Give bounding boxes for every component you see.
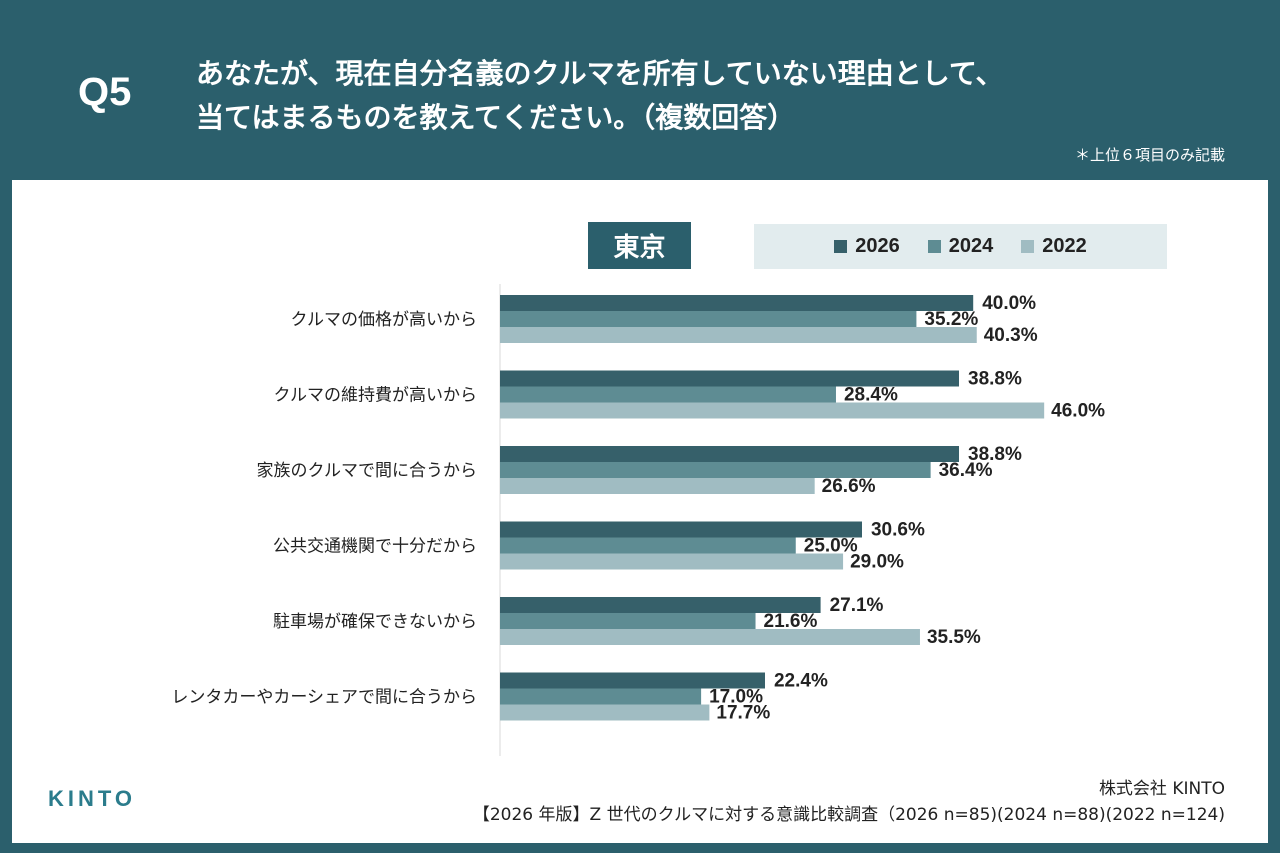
bar-2024: [500, 462, 931, 478]
data-label-2024: 25.0%: [804, 536, 858, 557]
data-label-2026: 30.6%: [871, 520, 925, 541]
legend-swatch-2026: [834, 240, 848, 253]
data-label-2024: 36.4%: [939, 460, 993, 481]
legend-item-2024: 2024: [927, 235, 994, 258]
bar-2026: [500, 295, 974, 311]
question-text: あなたが、現在自分名義のクルマを所有していない理由として、 当てはまるものを教え…: [196, 52, 1004, 140]
bar-2022: [500, 629, 920, 645]
bar-2022: [500, 553, 844, 570]
question-line-2: 当てはまるものを教えてください。（複数回答）: [196, 101, 796, 134]
category-label: 駐車場が確保できないから: [273, 612, 477, 632]
data-label-2024: 21.6%: [764, 611, 818, 632]
category-label: クルマの価格が高いから: [291, 310, 478, 330]
legend-item-2022: 2022: [1021, 235, 1087, 258]
city-label: 東京: [588, 222, 691, 269]
bar-2022: [500, 704, 710, 721]
bar-2022: [500, 327, 977, 343]
bar-2026: [500, 672, 765, 689]
note-text: ＊上位６項目のみ記載: [1074, 146, 1225, 164]
company-name: 株式会社 KINTO: [1098, 779, 1225, 799]
bar-2026: [500, 370, 960, 387]
data-label-2022: 17.7%: [716, 703, 770, 724]
legend-label-2024: 2024: [948, 235, 994, 257]
data-label-2026: 27.1%: [830, 595, 884, 616]
data-label-2022: 40.3%: [984, 325, 1038, 346]
legend-label-2026: 2026: [855, 235, 900, 257]
category-label: 公共交通機関で十分だから: [273, 537, 477, 557]
legend-label-2022: 2022: [1042, 235, 1087, 257]
bar-2026: [500, 446, 960, 462]
bar-2026: [500, 521, 862, 538]
data-label-2022: 35.5%: [927, 627, 981, 648]
bar-2024: [500, 613, 756, 629]
category-label: レンタカーやカーシェアで間に合うから: [171, 688, 477, 708]
data-label-2022: 46.0%: [1051, 401, 1105, 422]
bar-2024: [500, 688, 702, 705]
question-line-1: あなたが、現在自分名義のクルマを所有していない理由として、: [196, 57, 1004, 90]
data-label-2026: 22.4%: [774, 671, 828, 692]
data-label-2026: 38.8%: [968, 369, 1022, 390]
chart-panel: [12, 180, 1268, 843]
data-label-2024: 28.4%: [844, 385, 898, 406]
bar-2024: [500, 311, 917, 327]
legend-item-2026: 2026: [834, 235, 900, 258]
question-number: Q5: [78, 70, 132, 114]
bar-2024: [500, 386, 836, 403]
category-label: 家族のクルマで間に合うから: [257, 461, 478, 481]
data-label-2026: 40.0%: [982, 293, 1036, 314]
data-label-2024: 35.2%: [924, 309, 978, 330]
category-label: クルマの維持費が高いから: [274, 386, 478, 406]
header-banner: Q5 あなたが、現在自分名義のクルマを所有していない理由として、 当てはまるもの…: [0, 0, 1280, 180]
data-label-2024: 17.0%: [709, 687, 763, 708]
data-label-2022: 26.6%: [822, 476, 876, 497]
source-note: 【2026 年版】Z 世代のクルマに対する意識比較調査（2026 n=85)(2…: [472, 805, 1225, 825]
data-label-2022: 29.0%: [850, 552, 904, 573]
bar-2022: [500, 478, 815, 494]
kinto-logo: KINTO: [48, 786, 137, 811]
legend-swatch-2022: [1021, 240, 1035, 253]
bar-2026: [500, 597, 821, 613]
bar-2022: [500, 402, 1045, 419]
legend-swatch-2024: [927, 240, 941, 253]
chart-legend: 2026 2024 2022: [754, 224, 1167, 269]
bar-2024: [500, 537, 796, 554]
data-label-2026: 38.8%: [968, 444, 1022, 465]
